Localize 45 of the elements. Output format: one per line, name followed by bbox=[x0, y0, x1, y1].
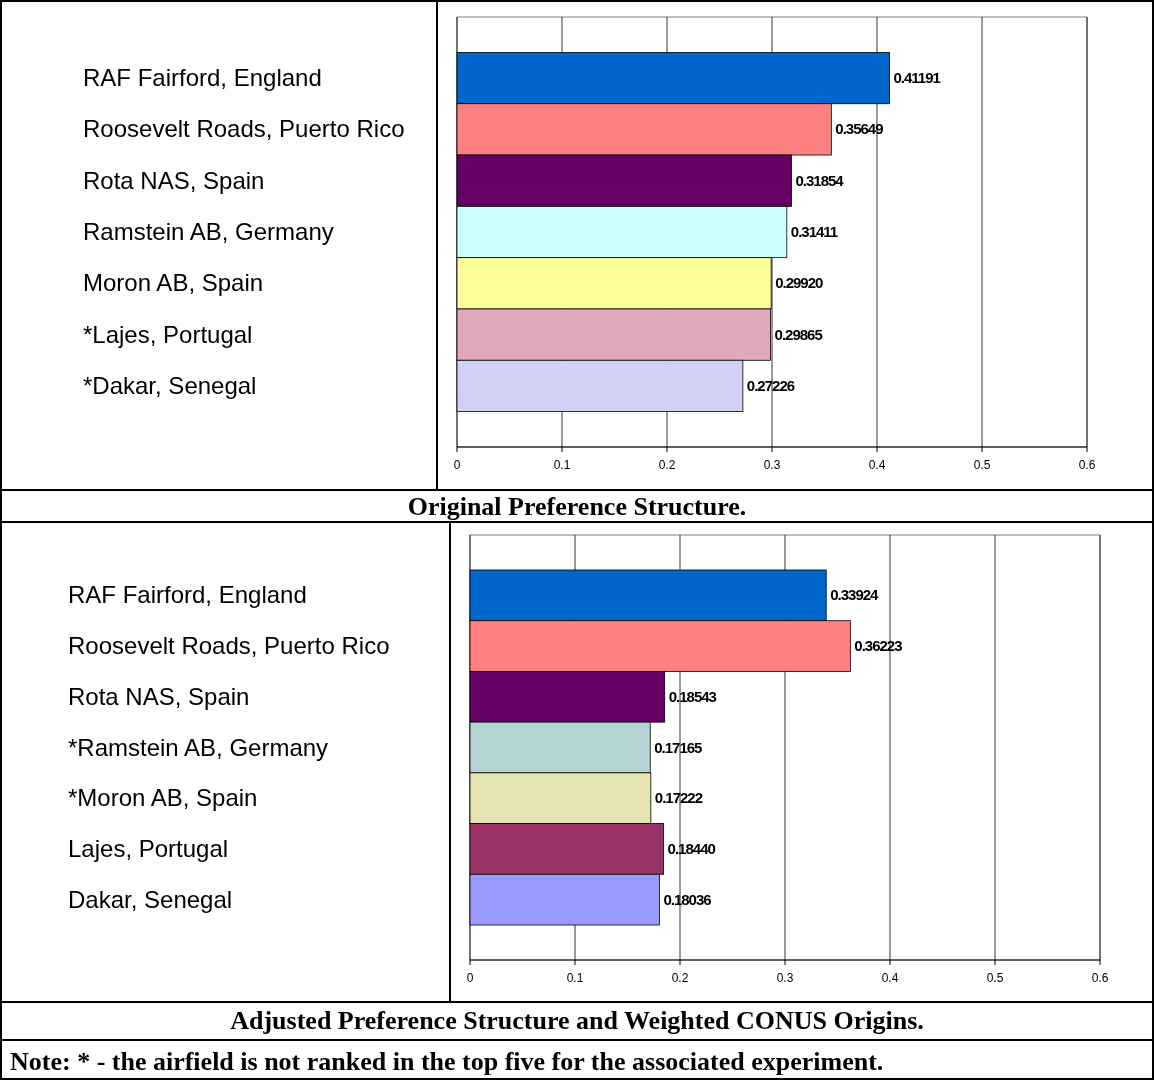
x-tick-label: 0.5 bbox=[973, 458, 991, 472]
data-label: 0.41191 bbox=[893, 69, 941, 87]
x-tick-label: 0.2 bbox=[671, 971, 689, 985]
y-tick-label: *Moron AB, Spain bbox=[68, 784, 258, 812]
y-tick-label: Roosevelt Roads, Puerto Rico bbox=[68, 632, 390, 660]
y-tick-label: Lajes, Portugal bbox=[68, 834, 229, 862]
data-label: 0.31854 bbox=[795, 171, 845, 189]
y-tick-label: Dakar, Senegal bbox=[68, 885, 233, 913]
data-label: 0.18543 bbox=[668, 687, 717, 705]
text: Note: * - the airfield is not ranked in the top five for the associated experiment. bbox=[10, 1047, 884, 1076]
y-tick-label: RAF Fairford, England bbox=[83, 64, 322, 92]
x-tick-label: 0.3 bbox=[776, 971, 794, 985]
y-tick-label: Moron AB, Spain bbox=[83, 269, 264, 297]
data-label: 0.27226 bbox=[746, 376, 795, 394]
x-tick-label: 0.4 bbox=[881, 971, 899, 985]
x-tick-label: 0 bbox=[466, 971, 474, 985]
y-tick-label: *Lajes, Portugal bbox=[83, 320, 253, 348]
y-tick-label: Rota NAS, Spain bbox=[68, 682, 250, 710]
y-tick-label: RAF Fairford, England bbox=[68, 581, 307, 609]
x-tick-label: 0.4 bbox=[868, 458, 886, 472]
y-tick-label: Rota NAS, Spain bbox=[83, 166, 265, 194]
data-label: 0.33924 bbox=[830, 586, 880, 604]
data-label: 0.31411 bbox=[790, 223, 838, 240]
x-tick-label: 0.6 bbox=[1091, 971, 1109, 985]
x-tick-label: 0.6 bbox=[1078, 458, 1096, 472]
y-tick-label: *Dakar, Senegal bbox=[83, 371, 257, 399]
y-tick-label: *Ramstein AB, Germany bbox=[68, 733, 329, 761]
data-label: 0.29865 bbox=[774, 325, 823, 343]
data-label: 0.17165 bbox=[654, 738, 703, 756]
data-label: 0.35649 bbox=[835, 120, 884, 138]
x-tick-label: 0.3 bbox=[763, 458, 781, 472]
x-tick-label: 0.2 bbox=[658, 458, 676, 472]
x-tick-label: 0 bbox=[453, 458, 461, 472]
x-tick-label: 0.5 bbox=[986, 971, 1004, 985]
data-label: 0.36223 bbox=[854, 637, 903, 655]
x-tick-label: 0.1 bbox=[553, 458, 571, 472]
x-tick-label: 0.1 bbox=[566, 971, 584, 985]
text: Adjusted Preference Structure and Weighted CONUS Origins. bbox=[230, 1006, 924, 1035]
data-label: 0.18440 bbox=[667, 839, 716, 857]
data-label: 0.17222 bbox=[654, 789, 703, 807]
text: Original Preference Structure. bbox=[407, 492, 747, 521]
data-label: 0.18036 bbox=[663, 890, 712, 908]
data-label: 0.29920 bbox=[775, 274, 824, 292]
y-tick-label: Ramstein AB, Germany bbox=[83, 218, 334, 245]
y-tick-label: Roosevelt Roads, Puerto Rico bbox=[83, 115, 405, 143]
